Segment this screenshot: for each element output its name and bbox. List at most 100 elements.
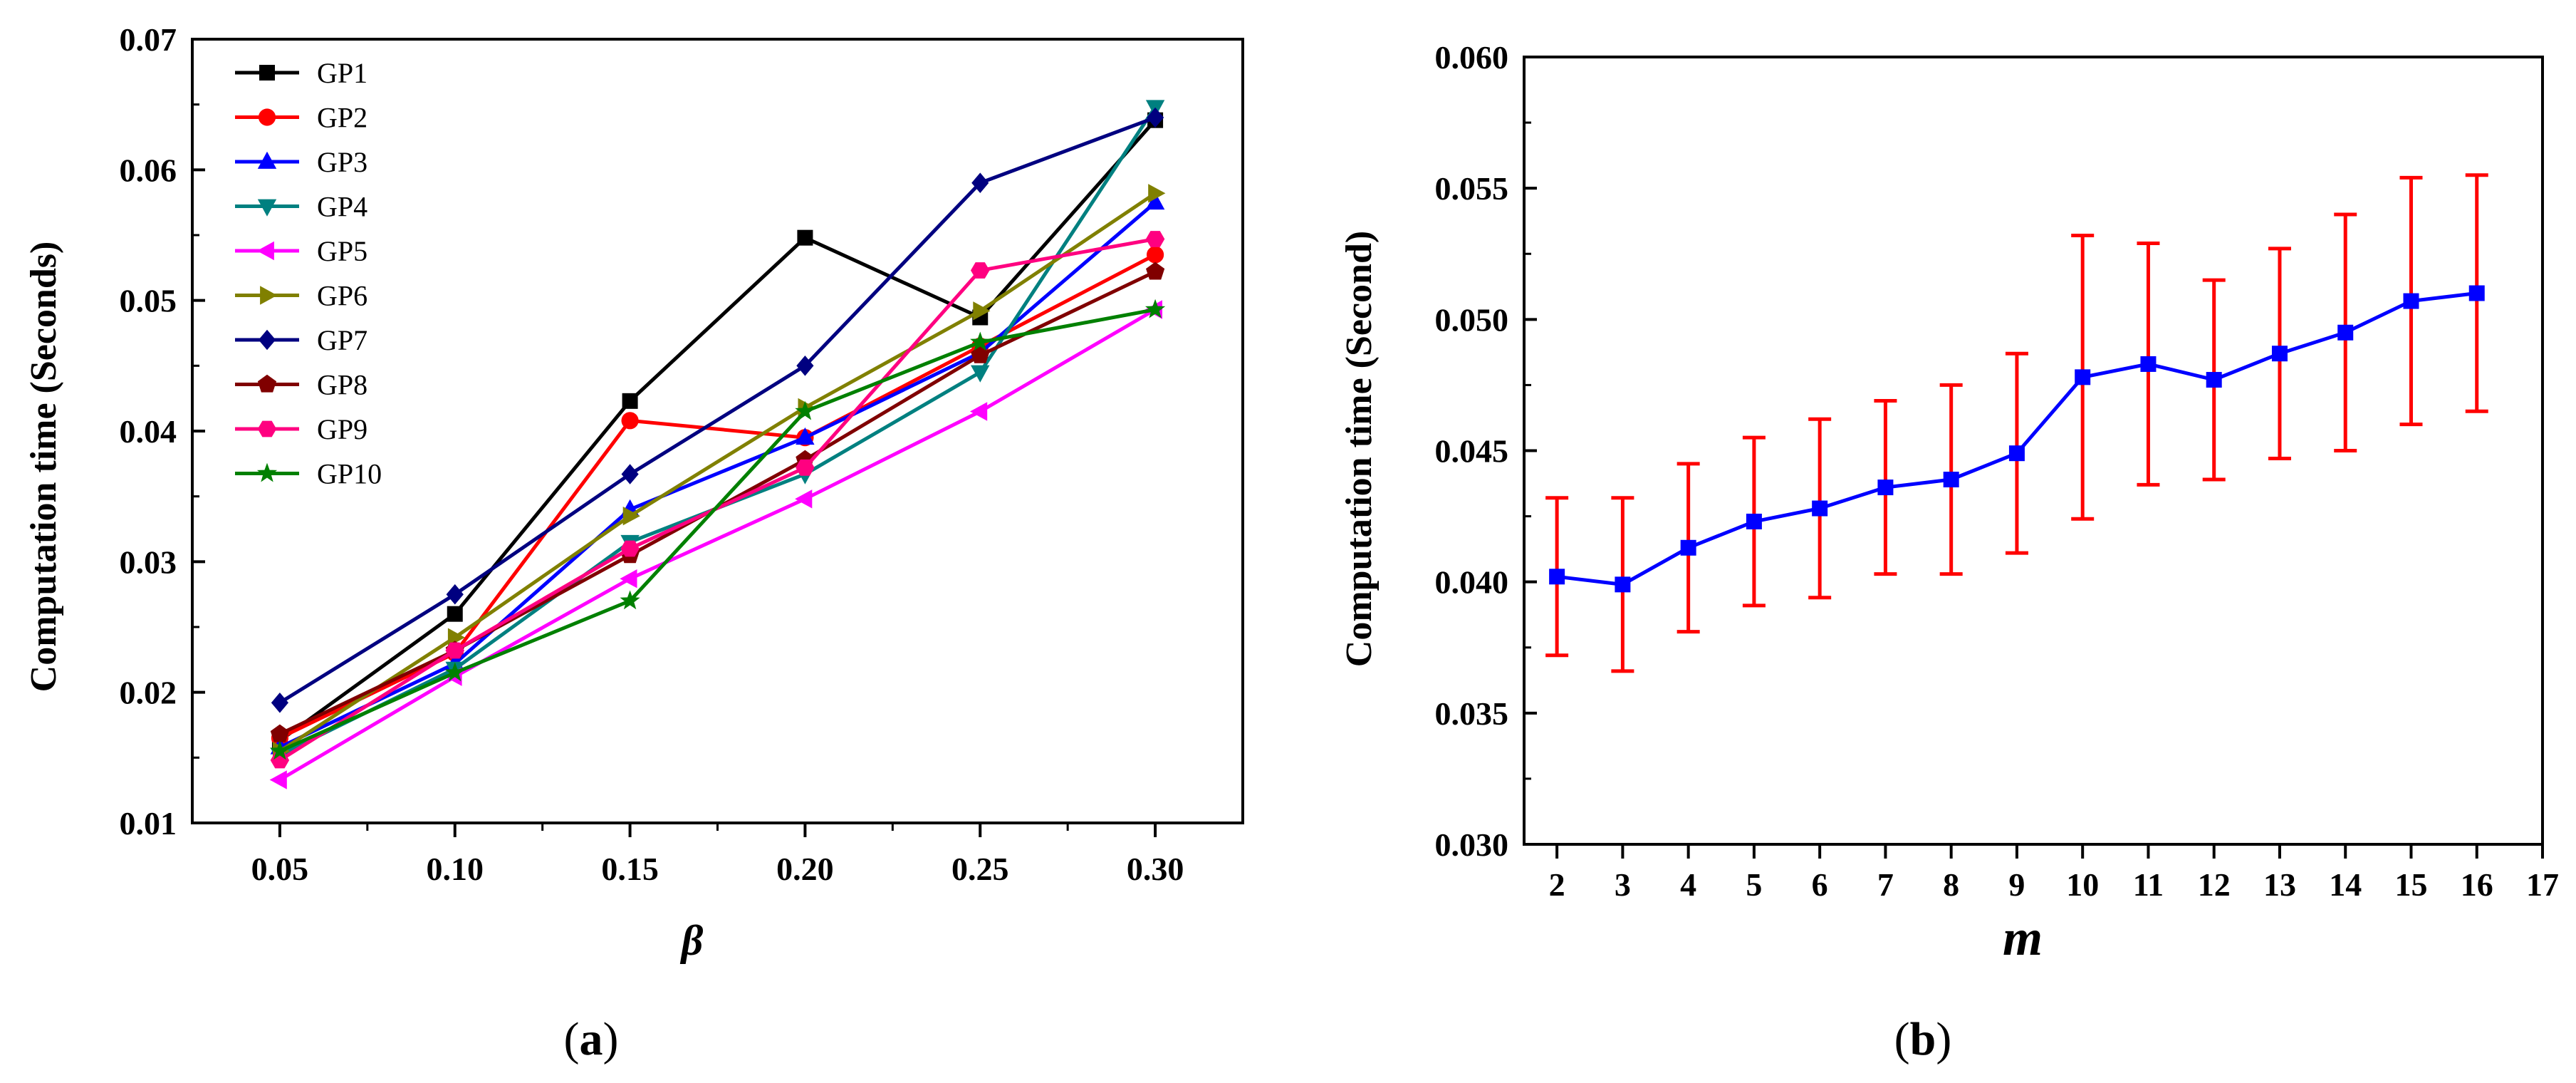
x-tick-label-b: 17 — [2526, 866, 2559, 903]
data-point-gp8 — [1146, 261, 1165, 280]
legend-label: GP2 — [317, 102, 367, 134]
data-point-gp2 — [1146, 246, 1164, 264]
y-axis-title-a: Computation time (Seconds) — [24, 242, 64, 693]
x-tick-label-b: 13 — [2263, 866, 2296, 903]
series-line-gp6 — [278, 192, 1157, 753]
data-point-gp9 — [445, 642, 464, 659]
data-point-gp6 — [447, 628, 465, 647]
legend-marker — [256, 241, 274, 261]
data-point-gp10 — [269, 740, 290, 760]
data-point-gp7 — [271, 693, 288, 713]
x-tick-label-a: 0.15 — [601, 851, 659, 887]
data-point-gp7 — [1147, 107, 1164, 128]
data-point-gp9 — [620, 540, 640, 557]
series-line-gp5 — [278, 308, 1157, 782]
legend-marker — [258, 108, 276, 126]
data-point-gp5 — [269, 770, 287, 789]
legend-label: GP8 — [317, 369, 367, 401]
legend-label: GP1 — [317, 57, 367, 89]
x-tick-label-b: 9 — [2008, 866, 2025, 903]
legend-label: GP9 — [317, 413, 367, 445]
series-gp10 — [269, 299, 1166, 760]
data-point-gp10 — [1145, 299, 1166, 318]
series-gp7 — [271, 107, 1164, 713]
y-tick-label-b: 0.035 — [1435, 695, 1509, 732]
data-point — [1680, 539, 1696, 556]
data-point — [2468, 285, 2485, 301]
legend-item-gp8: GP8 — [235, 369, 367, 401]
y-tick-label-b: 0.055 — [1435, 170, 1509, 207]
legend-item-gp6: GP6 — [235, 280, 367, 312]
series-line-gp7 — [278, 115, 1156, 705]
data-point-gp2 — [621, 412, 639, 430]
data-point-gp8 — [971, 345, 990, 363]
x-tick-label-a: 0.05 — [251, 851, 309, 887]
data-point-gp9 — [796, 459, 815, 476]
x-tick-label-b: 6 — [1812, 866, 1828, 903]
data-point-gp3 — [1145, 192, 1165, 210]
legend-label: GP4 — [317, 191, 367, 223]
legend-marker — [257, 420, 277, 437]
series-group-b — [1545, 173, 2488, 673]
data-point-gp7 — [621, 464, 639, 484]
legend-marker — [259, 65, 275, 81]
data-point-gp1 — [447, 606, 463, 622]
x-tick-label-b: 11 — [2133, 866, 2164, 903]
data-point-gp3 — [796, 427, 815, 445]
legend-item-gp1: GP1 — [235, 57, 367, 89]
data-point — [2075, 369, 2091, 385]
data-point — [1877, 480, 1894, 496]
y-tick-label-a: 0.05 — [120, 283, 177, 319]
x-tick-label-b: 7 — [1877, 866, 1894, 903]
y-tick-label-b: 0.060 — [1435, 39, 1509, 76]
data-point-gp7 — [446, 584, 464, 605]
data-point-gp5 — [970, 402, 988, 421]
data-point-gp6 — [973, 301, 991, 321]
legend-marker — [258, 329, 276, 351]
data-point-gp8 — [270, 724, 289, 742]
series-mean — [1545, 173, 2488, 673]
legend-item-gp9: GP9 — [235, 413, 367, 445]
data-point — [1615, 576, 1631, 593]
data-point — [1549, 569, 1565, 585]
x-tick-label-a: 0.20 — [776, 851, 834, 887]
y-tick-label-b: 0.040 — [1435, 564, 1509, 601]
data-point — [2008, 445, 2025, 462]
data-point-gp1 — [622, 393, 638, 409]
chart-panel-a: 0.01 0.02 0.03 0.04 0.05 0.06 0.07 0.05 0.10 0.15… — [24, 21, 1244, 1065]
data-point — [1812, 500, 1828, 517]
y-tick-label-a: 0.02 — [120, 675, 177, 711]
x-tick-label-a: 0.10 — [427, 851, 484, 887]
y-tick-label-a: 0.01 — [120, 805, 177, 841]
legend-label: GP10 — [317, 458, 382, 490]
y-tick-label-a: 0.06 — [120, 152, 177, 188]
y-tick-label-b: 0.030 — [1435, 826, 1509, 863]
data-point — [2271, 346, 2288, 362]
data-point-gp6 — [1148, 184, 1166, 203]
series-line-gp4 — [278, 105, 1157, 757]
data-point — [2140, 356, 2157, 372]
legend-marker — [257, 374, 277, 393]
legend-marker — [257, 199, 277, 217]
data-point-gp5 — [620, 569, 637, 589]
axes-a: 0.01 0.02 0.03 0.04 0.05 0.06 0.07 0.05 0.10 0.15… — [120, 21, 1244, 887]
data-point-gp10 — [444, 662, 465, 682]
data-point-gp5 — [795, 489, 813, 509]
legend-marker — [256, 462, 278, 482]
legend-a: GP1 GP2 GP3 GP4 GP5 GP6 GP7 GP8 GP9 GP10 — [235, 57, 382, 490]
legend-label: GP7 — [317, 324, 367, 356]
series-gp4 — [270, 100, 1165, 765]
legend-item-gp4: GP4 — [235, 191, 367, 223]
x-tick-label-b: 4 — [1680, 866, 1696, 903]
data-point-gp7 — [796, 356, 814, 376]
panel-label-b: b — [1910, 1013, 1936, 1065]
legend-item-gp7: GP7 — [235, 324, 367, 356]
y-tick-label-a: 0.07 — [120, 21, 177, 58]
y-tick-label-b: 0.045 — [1435, 433, 1509, 470]
data-point — [1746, 513, 1762, 529]
data-point-gp10 — [795, 400, 815, 420]
x-tick-label-b: 16 — [2461, 866, 2493, 903]
legend-item-gp10: GP10 — [235, 458, 382, 490]
data-point-gp10 — [970, 331, 991, 351]
legend-item-gp2: GP2 — [235, 102, 367, 134]
